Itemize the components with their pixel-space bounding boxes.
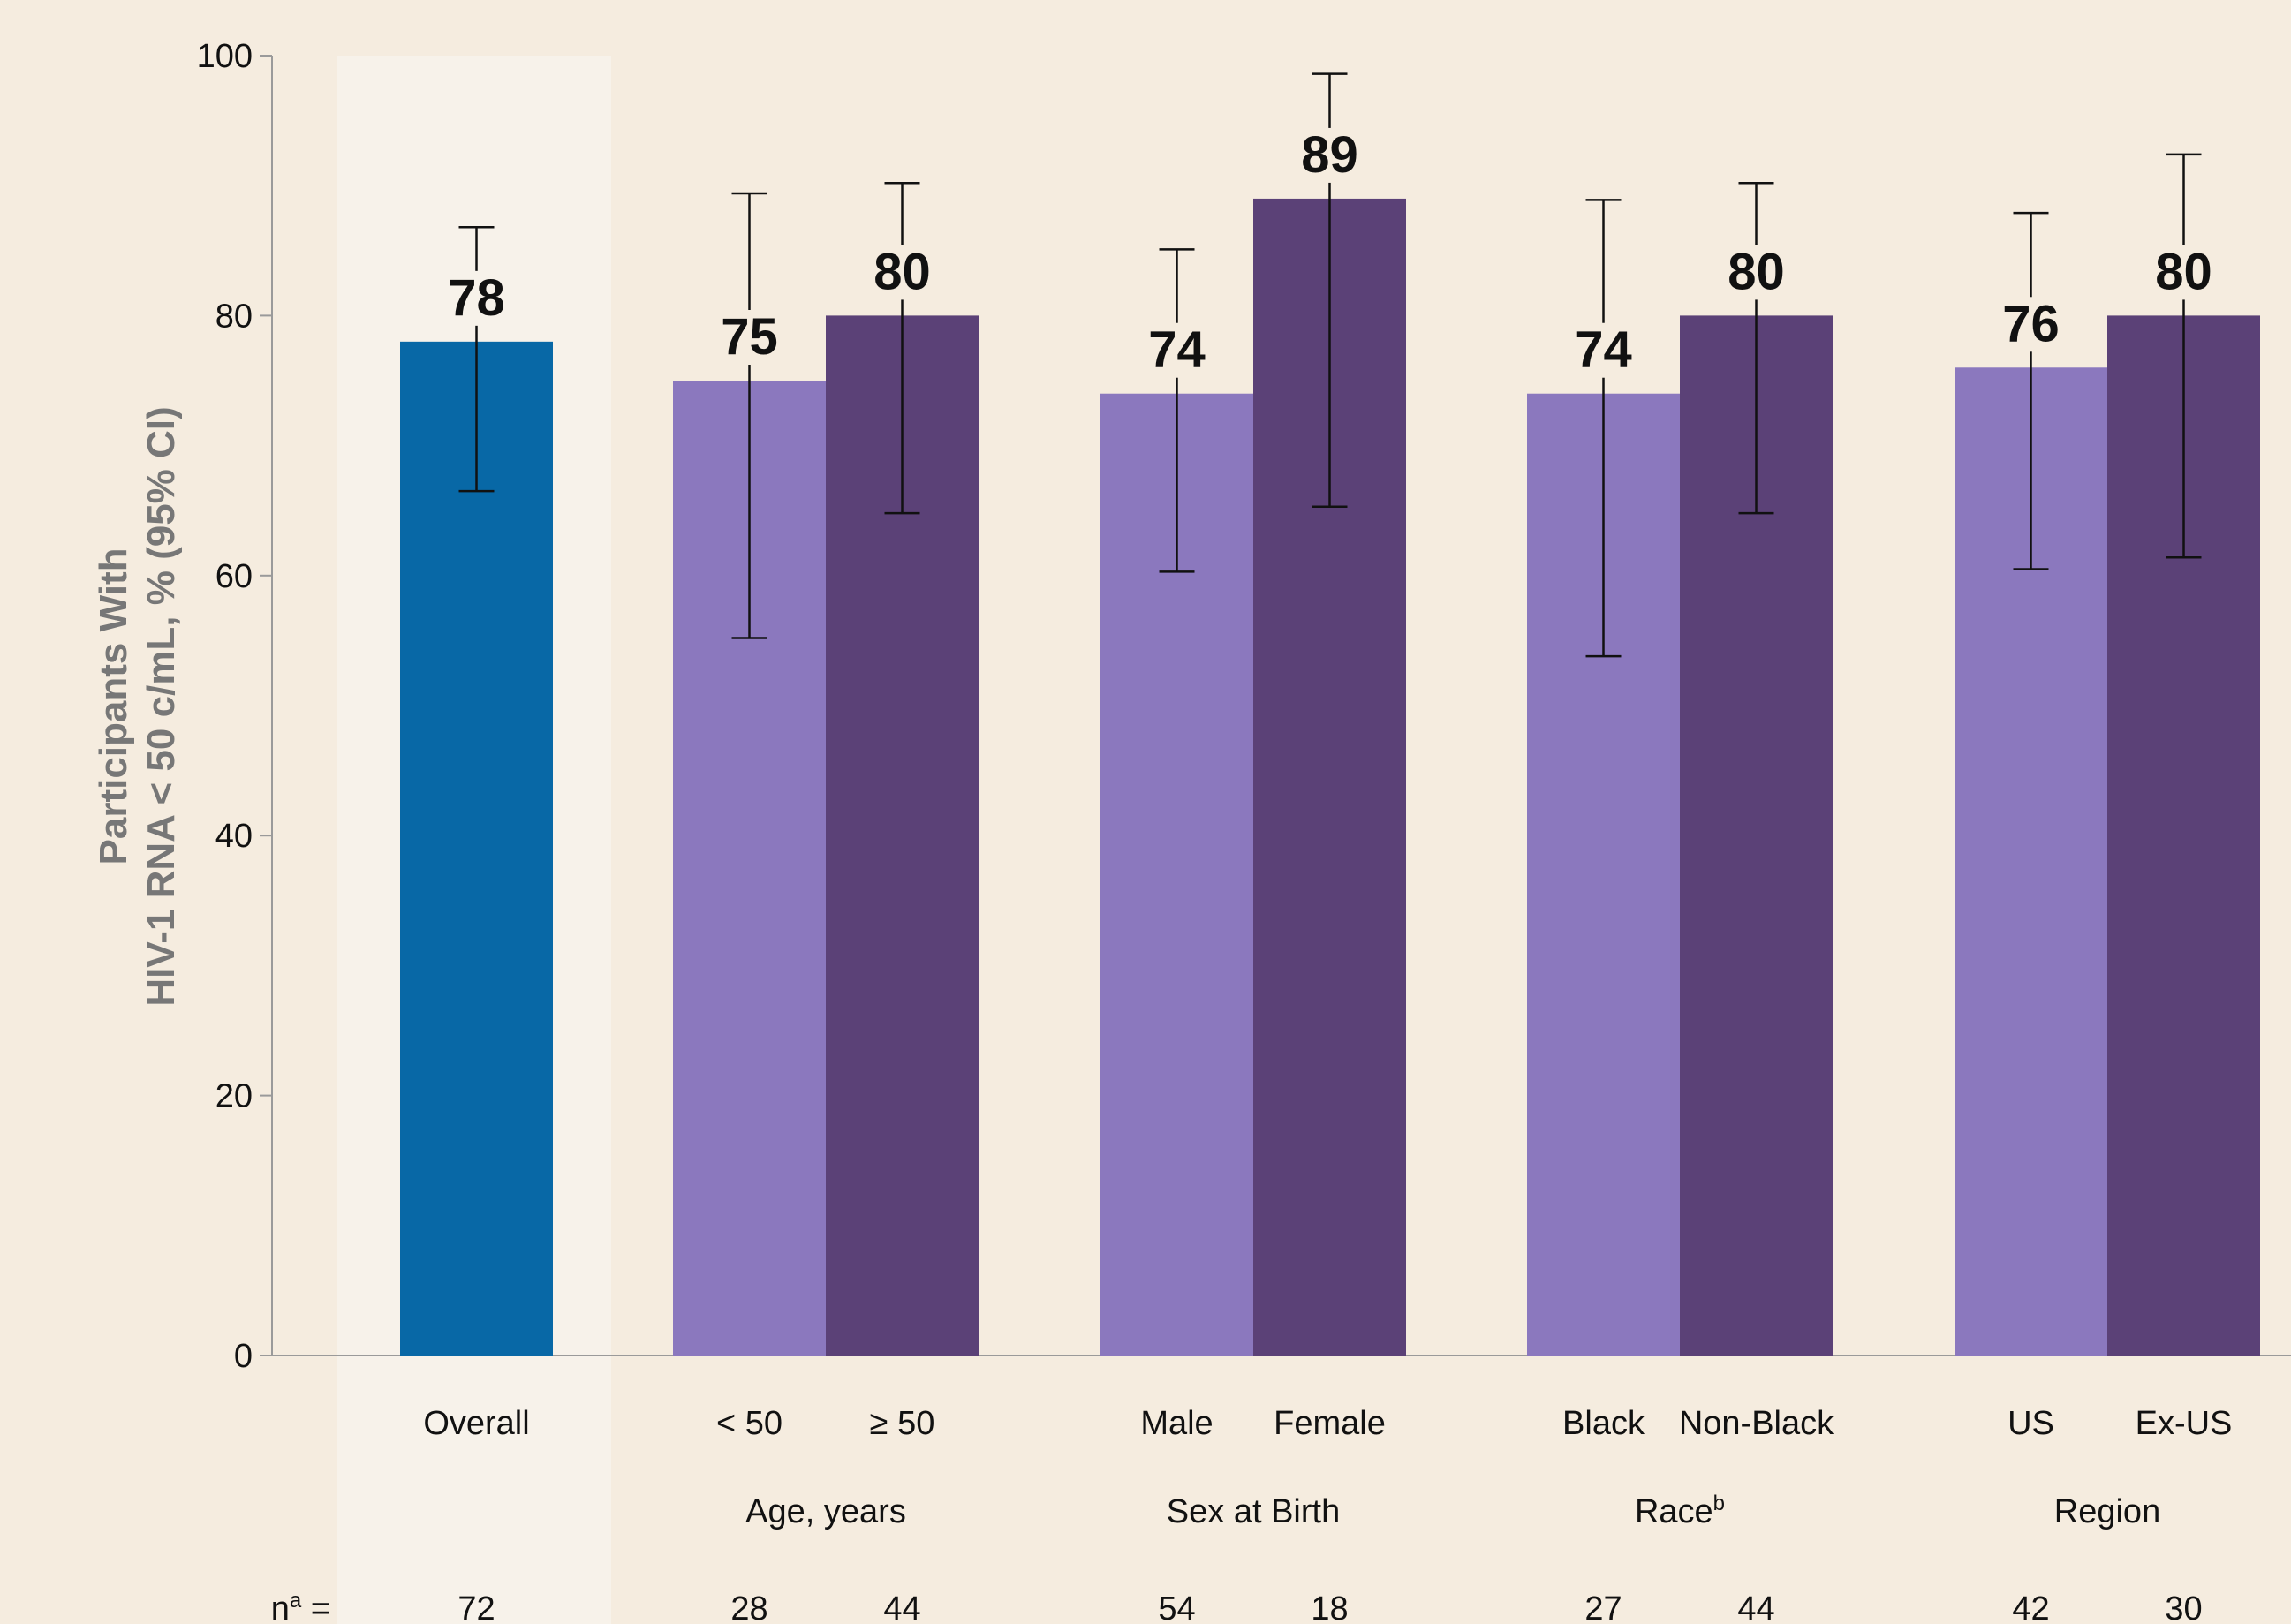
data-label: 74	[1148, 321, 1206, 379]
data-label-backdrop	[1292, 127, 1367, 183]
n-value: 44	[1737, 1590, 1774, 1624]
category-label: < 50	[716, 1405, 783, 1442]
group-label: Region	[2054, 1493, 2160, 1530]
error-bar	[1585, 199, 1622, 658]
data-label: 80	[873, 243, 931, 300]
n-label-superscript: a	[290, 1589, 302, 1613]
error-bar	[731, 192, 767, 639]
y-tick-label: 0	[234, 1338, 253, 1375]
category-label: Overall	[423, 1405, 529, 1442]
error-bar	[884, 182, 920, 515]
data-label: 80	[1728, 243, 1785, 300]
bar	[400, 341, 553, 1356]
group-label: Sex at Birth	[1167, 1493, 1340, 1530]
data-label-backdrop	[1719, 245, 1794, 300]
n-value: 44	[883, 1590, 920, 1624]
data-label: 78	[448, 269, 505, 327]
y-tick-label: 40	[215, 818, 253, 855]
y-tick-label: 80	[215, 298, 253, 335]
n-row-label: na =	[271, 1589, 330, 1624]
category-label: ≥ 50	[870, 1405, 935, 1442]
y-axis-title-line2: HIV-1 RNA < 50 c/mL, % (95% CI)	[140, 406, 183, 1006]
group-label-superscript: b	[1713, 1492, 1725, 1515]
n-value: 27	[1584, 1590, 1622, 1624]
data-label-backdrop	[1566, 322, 1641, 378]
bars: 78 75 80 74 89 74 80 76 80	[400, 72, 2260, 1356]
n-value: 18	[1311, 1590, 1348, 1624]
data-label: 80	[2155, 243, 2212, 300]
y-tick-label: 100	[197, 38, 253, 75]
data-label-backdrop	[1139, 322, 1214, 378]
category-label: US	[2007, 1405, 2054, 1442]
data-label-backdrop	[2146, 245, 2221, 300]
group-label: Raceb	[1635, 1492, 1725, 1530]
category-labels: Overall 72 < 50 28 ≥ 50 44 Age, years Male 54 Fem…	[423, 1405, 2232, 1624]
category-label: Female	[1274, 1405, 1386, 1442]
n-value: 54	[1158, 1590, 1195, 1624]
n-label: na =	[271, 1589, 330, 1624]
n-value: 72	[457, 1590, 495, 1624]
data-label-backdrop	[712, 310, 787, 365]
y-axis-title-line1: Participants With	[92, 548, 135, 865]
error-bar	[2166, 153, 2202, 559]
data-label-backdrop	[1993, 297, 2068, 352]
category-label: Ex-US	[2136, 1405, 2233, 1442]
n-value: 28	[730, 1590, 767, 1624]
data-label: 75	[721, 308, 778, 366]
y-tick-label: 20	[215, 1078, 253, 1115]
data-label-backdrop	[865, 245, 940, 300]
error-bar	[2013, 211, 2049, 570]
category-label: Non-Black	[1679, 1405, 1834, 1442]
category-label: Black	[1562, 1405, 1645, 1442]
y-tick-label: 60	[215, 558, 253, 595]
group-label: Age, years	[745, 1493, 906, 1530]
category-label: Male	[1140, 1405, 1213, 1442]
y-axis-title: Participants With HIV-1 RNA < 50 c/mL, %…	[92, 406, 183, 1006]
n-value: 42	[2012, 1590, 2049, 1624]
data-label: 89	[1301, 126, 1358, 184]
error-bar	[1159, 248, 1195, 573]
data-label: 74	[1575, 321, 1632, 379]
data-label: 76	[2002, 295, 2060, 352]
error-bar	[1738, 182, 1774, 515]
data-label-backdrop	[439, 270, 514, 326]
n-value: 30	[2165, 1590, 2202, 1624]
